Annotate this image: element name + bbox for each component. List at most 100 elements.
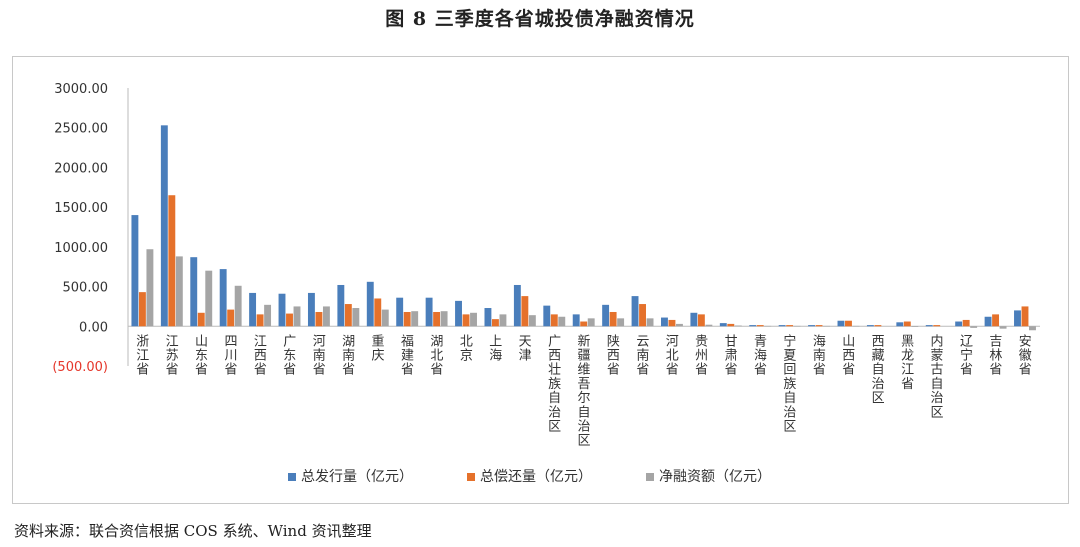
bar-3-新疆维吾尔自治区 xyxy=(587,318,595,327)
bar-3-重庆 xyxy=(381,309,389,327)
legend-label: 净融资额（亿元） xyxy=(659,469,771,485)
bar-1-天津 xyxy=(513,284,521,327)
bar-2-辽宁省 xyxy=(962,319,970,327)
y-tick-label: 2000.00 xyxy=(54,161,108,176)
bar-3-广西壮族自治区 xyxy=(558,316,566,327)
bar-1-江苏省 xyxy=(160,125,168,327)
category-label: 浙江省 xyxy=(136,334,149,377)
bar-2-山西省 xyxy=(845,320,852,327)
bar-3-河南省 xyxy=(322,306,330,327)
bar-2-上海 xyxy=(491,319,499,327)
bar-2-西藏自治区 xyxy=(874,325,882,327)
bar-3-吉林省 xyxy=(999,326,1007,329)
bar-2-吉林省 xyxy=(992,314,1000,327)
bar-2-广东省 xyxy=(286,313,293,327)
bar-3-山西省 xyxy=(852,325,860,327)
category-label: 北京 xyxy=(460,334,473,363)
category-label: 海南省 xyxy=(813,334,826,377)
bar-2-河南省 xyxy=(315,311,323,327)
category-label: 天津 xyxy=(519,334,532,363)
legend-swatch xyxy=(467,473,475,481)
bar-1-青海省 xyxy=(749,325,757,327)
bar-1-云南省 xyxy=(631,296,639,327)
category-label-layer: 浙江省 江苏省 山东省 四川省 江西省 广东省 河南省 湖南省 重庆 福建省 湖北省 北京上海天津广西… xyxy=(136,333,1032,448)
category-label: 江西省 xyxy=(254,334,267,377)
bar-2-青海省 xyxy=(756,325,764,327)
bar-3-辽宁省 xyxy=(970,326,978,328)
bar-1-甘肃省 xyxy=(719,323,727,327)
category-label: 四川省 xyxy=(224,334,237,377)
bar-1-内蒙古自治区 xyxy=(925,325,933,327)
bar-3-青海省 xyxy=(764,325,772,327)
y-tick-label: 1000.00 xyxy=(54,241,108,256)
bar-1-山西省 xyxy=(837,320,845,327)
category-label: 广东省 xyxy=(283,334,296,377)
bar-2-黑龙江省 xyxy=(903,321,911,327)
bar-3-江西省 xyxy=(264,304,272,327)
bar-3-陕西省 xyxy=(617,318,625,327)
category-label: 湖南省 xyxy=(342,334,355,377)
bar-2-云南省 xyxy=(639,304,646,327)
bar-3-河北省 xyxy=(676,323,683,327)
bar-3-安徽省 xyxy=(1029,326,1036,331)
category-label: 甘肃省 xyxy=(725,334,738,377)
bar-1-山东省 xyxy=(190,257,198,327)
bar-3-广东省 xyxy=(293,306,301,327)
bar-3-海南省 xyxy=(823,325,831,327)
bar-3-天津 xyxy=(528,315,536,327)
bar-2-河北省 xyxy=(668,319,676,327)
category-label: 广西壮族自治区 xyxy=(548,334,561,434)
y-tick-label: 3000.00 xyxy=(54,82,108,97)
category-label: 河北省 xyxy=(666,334,679,377)
bar-1-浙江省 xyxy=(131,215,139,327)
category-label: 山东省 xyxy=(195,334,208,377)
category-label: 福建省 xyxy=(401,334,414,377)
y-tick-label: 0.00 xyxy=(79,320,108,335)
bar-3-上海 xyxy=(499,314,507,327)
category-label: 陕西省 xyxy=(607,334,620,377)
category-label: 新疆维吾尔自治区 xyxy=(577,333,590,448)
category-label: 江苏省 xyxy=(166,334,179,377)
bar-2-北京 xyxy=(462,314,470,327)
y-tick-label: (500.00) xyxy=(52,360,108,375)
category-label: 湖北省 xyxy=(430,334,443,377)
bar-1-辽宁省 xyxy=(955,321,963,327)
bar-3-浙江省 xyxy=(146,249,154,327)
bar-1-河南省 xyxy=(307,292,315,327)
bar-2-湖北省 xyxy=(433,311,441,327)
bar-1-江西省 xyxy=(249,292,257,327)
y-tick-label: 2500.00 xyxy=(54,122,108,137)
category-label: 云南省 xyxy=(636,334,649,377)
bar-1-贵州省 xyxy=(690,312,698,327)
bar-2-山东省 xyxy=(197,312,205,327)
y-tick-label: 1500.00 xyxy=(54,201,108,216)
y-tick-label: 500.00 xyxy=(63,281,109,296)
bar-1-宁夏回族自治区 xyxy=(778,325,786,327)
bar-2-重庆 xyxy=(374,298,382,327)
bar-1-安徽省 xyxy=(1014,310,1021,327)
bar-3-宁夏回族自治区 xyxy=(793,325,801,327)
bar-3-四川省 xyxy=(234,285,242,327)
bar-1-湖北省 xyxy=(425,297,433,327)
bar-2-福建省 xyxy=(403,311,411,327)
bar-1-海南省 xyxy=(808,325,816,327)
bar-1-黑龙江省 xyxy=(896,322,904,327)
bar-2-甘肃省 xyxy=(727,323,735,327)
category-label: 重庆 xyxy=(372,333,385,363)
bar-1-吉林省 xyxy=(984,316,992,327)
category-label: 青海省 xyxy=(754,334,767,377)
bar-3-湖北省 xyxy=(440,311,448,327)
figure-title: 图 8 三季度各省城投债净融资情况 xyxy=(385,8,695,30)
category-label: 宁夏回族自治区 xyxy=(783,333,796,434)
bar-2-广西壮族自治区 xyxy=(550,314,558,327)
legend-label: 总偿还量（亿元） xyxy=(480,469,592,485)
category-label: 内蒙古自治区 xyxy=(931,333,944,420)
category-label: 辽宁省 xyxy=(960,334,973,377)
bar-3-云南省 xyxy=(646,318,654,327)
category-label: 河南省 xyxy=(313,334,326,377)
category-label: 黑龙江省 xyxy=(901,334,914,392)
bar-2-内蒙古自治区 xyxy=(933,325,941,327)
bar-2-天津 xyxy=(521,296,529,327)
bar-2-海南省 xyxy=(815,325,823,327)
